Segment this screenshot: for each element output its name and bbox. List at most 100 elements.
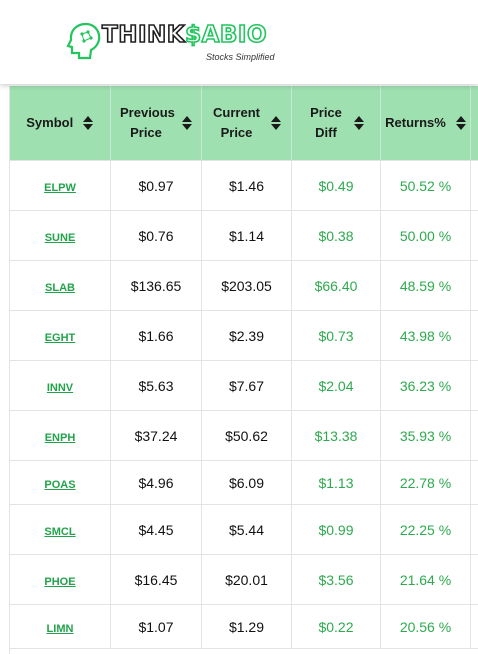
sort-icon[interactable] bbox=[354, 116, 364, 130]
symbol-cell: SUNE bbox=[9, 210, 111, 261]
table-row: INNV $5.63 $7.67 $2.04 36.23 % bbox=[9, 360, 478, 411]
symbol-link[interactable]: EGHT bbox=[44, 331, 76, 344]
symbol-link[interactable]: SUNE bbox=[44, 231, 76, 244]
price-diff-cell: $0.73 bbox=[291, 310, 381, 361]
extra-cell bbox=[470, 210, 478, 261]
column-header-extra bbox=[470, 86, 478, 161]
stocks-table: Symbol Previous Price Current Price Pric… bbox=[9, 86, 478, 649]
previous-price-cell: $37.24 bbox=[110, 410, 202, 461]
previous-price-cell: $5.63 bbox=[110, 360, 202, 411]
price-diff-cell: $1.13 bbox=[291, 460, 381, 505]
symbol-link[interactable]: INNV bbox=[46, 381, 74, 394]
extra-cell bbox=[470, 260, 478, 311]
table-row: ENPH $37.24 $50.62 $13.38 35.93 % bbox=[9, 410, 478, 461]
table-row: LIMN $1.07 $1.29 $0.22 20.56 % bbox=[9, 604, 478, 649]
table-body: ELPW $0.97 $1.46 $0.49 50.52 % SUNE $0.7… bbox=[9, 160, 478, 649]
column-header-previous-price[interactable]: Previous Price bbox=[110, 86, 202, 161]
table-row: EGHT $1.66 $2.39 $0.73 43.98 % bbox=[9, 310, 478, 361]
current-price-cell: $203.05 bbox=[201, 260, 292, 311]
current-price-cell: $1.29 bbox=[201, 604, 292, 649]
returns-cell: 36.23 % bbox=[380, 360, 471, 411]
table-row: ELPW $0.97 $1.46 $0.49 50.52 % bbox=[9, 160, 478, 211]
returns-cell: 21.64 % bbox=[380, 554, 471, 605]
sort-icon[interactable] bbox=[182, 116, 192, 130]
stocks-table-container: Symbol Previous Price Current Price Pric… bbox=[9, 86, 478, 654]
symbol-link[interactable]: LIMN bbox=[46, 622, 74, 635]
symbol-cell: LIMN bbox=[9, 604, 111, 649]
symbol-cell: INNV bbox=[9, 360, 111, 411]
extra-cell bbox=[470, 160, 478, 211]
previous-price-cell: $4.96 bbox=[110, 460, 202, 505]
current-price-cell: $6.09 bbox=[201, 460, 292, 505]
price-diff-cell: $13.38 bbox=[291, 410, 381, 461]
extra-cell bbox=[470, 504, 478, 555]
column-header-returns[interactable]: Returns% bbox=[380, 86, 471, 161]
symbol-link[interactable]: ELPW bbox=[44, 181, 76, 194]
returns-cell: 22.25 % bbox=[380, 504, 471, 555]
symbol-link[interactable]: PHOE bbox=[44, 575, 76, 588]
sort-icon[interactable] bbox=[83, 116, 94, 130]
symbol-cell: SLAB bbox=[9, 260, 111, 311]
extra-cell bbox=[470, 310, 478, 361]
current-price-cell: $5.44 bbox=[201, 504, 292, 555]
table-row: SMCL $4.45 $5.44 $0.99 22.25 % bbox=[9, 504, 478, 555]
symbol-cell: POAS bbox=[9, 460, 111, 505]
extra-cell bbox=[470, 410, 478, 461]
symbol-link[interactable]: ENPH bbox=[44, 431, 76, 444]
previous-price-cell: $0.97 bbox=[110, 160, 202, 211]
sort-icon[interactable] bbox=[455, 116, 466, 130]
returns-cell: 20.56 % bbox=[380, 604, 471, 649]
returns-cell: 43.98 % bbox=[380, 310, 471, 361]
brand-tagline: Stocks Simplified bbox=[206, 52, 275, 62]
current-price-cell: $20.01 bbox=[201, 554, 292, 605]
returns-cell: 50.00 % bbox=[380, 210, 471, 261]
current-price-cell: $50.62 bbox=[201, 410, 292, 461]
extra-cell bbox=[470, 360, 478, 411]
brand-sabio: $ABIO bbox=[184, 21, 268, 49]
column-label: Price Diff bbox=[310, 105, 342, 140]
current-price-cell: $7.67 bbox=[201, 360, 292, 411]
column-header-current-price[interactable]: Current Price bbox=[201, 86, 292, 161]
head-profile-icon bbox=[66, 22, 101, 60]
price-diff-cell: $0.22 bbox=[291, 604, 381, 649]
price-diff-cell: $0.49 bbox=[291, 160, 381, 211]
column-label: Previous Price bbox=[120, 105, 175, 140]
logo[interactable]: THINK$ABIO Stocks Simplified bbox=[64, 20, 294, 68]
returns-cell: 48.59 % bbox=[380, 260, 471, 311]
symbol-cell: SMCL bbox=[9, 504, 111, 555]
brand-name: THINK$ABIO bbox=[101, 21, 268, 49]
previous-price-cell: $0.76 bbox=[110, 210, 202, 261]
table-row: POAS $4.96 $6.09 $1.13 22.78 % bbox=[9, 460, 478, 505]
table-header: Symbol Previous Price Current Price Pric… bbox=[9, 86, 478, 161]
symbol-cell: ENPH bbox=[9, 410, 111, 461]
price-diff-cell: $0.99 bbox=[291, 504, 381, 555]
symbol-link[interactable]: POAS bbox=[44, 478, 76, 491]
symbol-cell: PHOE bbox=[9, 554, 111, 605]
previous-price-cell: $136.65 bbox=[110, 260, 202, 311]
symbol-link[interactable]: SMCL bbox=[44, 525, 76, 538]
current-price-cell: $1.46 bbox=[201, 160, 292, 211]
sort-icon[interactable] bbox=[270, 116, 281, 130]
column-label: Current Price bbox=[213, 105, 260, 140]
price-diff-cell: $3.56 bbox=[291, 554, 381, 605]
current-price-cell: $2.39 bbox=[201, 310, 292, 361]
price-diff-cell: $66.40 bbox=[291, 260, 381, 311]
column-header-symbol[interactable]: Symbol bbox=[9, 86, 111, 161]
symbol-cell: ELPW bbox=[9, 160, 111, 211]
symbol-cell: EGHT bbox=[9, 310, 111, 361]
previous-price-cell: $16.45 bbox=[110, 554, 202, 605]
previous-price-cell: $4.45 bbox=[110, 504, 202, 555]
symbol-link[interactable]: SLAB bbox=[45, 281, 75, 294]
column-label: Returns% bbox=[385, 115, 446, 130]
extra-cell bbox=[470, 554, 478, 605]
column-header-price-diff[interactable]: Price Diff bbox=[291, 86, 381, 161]
price-diff-cell: $2.04 bbox=[291, 360, 381, 411]
returns-cell: 50.52 % bbox=[380, 160, 471, 211]
column-label: Symbol bbox=[26, 115, 74, 130]
table-row: SLAB $136.65 $203.05 $66.40 48.59 % bbox=[9, 260, 478, 311]
price-diff-cell: $0.38 bbox=[291, 210, 381, 261]
extra-cell bbox=[470, 604, 478, 649]
site-header: THINK$ABIO Stocks Simplified bbox=[0, 0, 478, 84]
table-row: PHOE $16.45 $20.01 $3.56 21.64 % bbox=[9, 554, 478, 605]
previous-price-cell: $1.07 bbox=[110, 604, 202, 649]
